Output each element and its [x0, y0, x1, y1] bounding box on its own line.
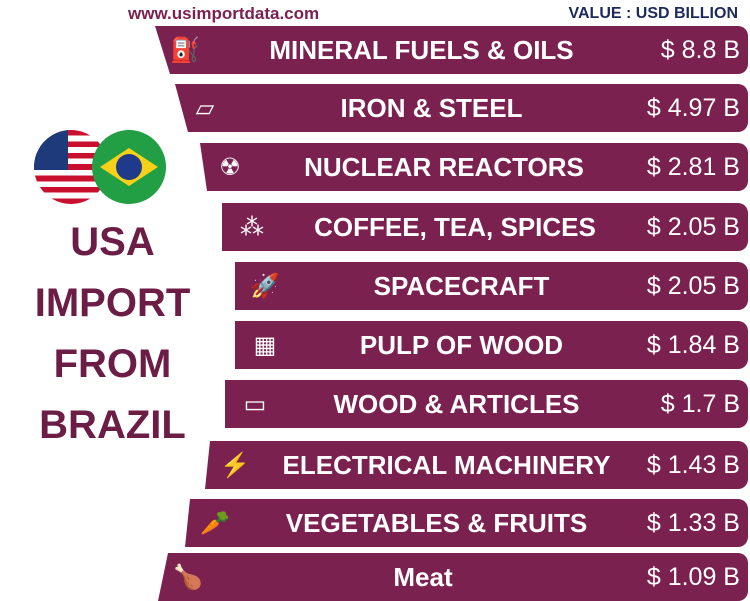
- bar-label: MINERAL FUELS & OILS: [269, 34, 574, 65]
- bar-label: SPACECRAFT: [373, 270, 550, 301]
- bar-label: VEGETABLES & FRUITS: [285, 507, 588, 538]
- bar-value: $ 1.33 B: [646, 508, 740, 537]
- website-url: www.usimportdata.com: [128, 4, 320, 23]
- bar-row: ▭ WOOD & ARTICLES $ 1.7 B: [225, 380, 748, 428]
- bar-row: ⚡ ELECTRICAL MACHINERY $ 1.43 B: [205, 441, 748, 489]
- bar-label: ELECTRICAL MACHINERY: [282, 449, 611, 480]
- fuel-pump-icon: ⛽: [170, 36, 200, 64]
- bar-row: ⛽ MINERAL FUELS & OILS $ 8.8 B: [155, 26, 748, 74]
- infographic-title: USA IMPORT FROM BRAZIL: [10, 212, 215, 456]
- bar-label: IRON & STEEL: [340, 92, 523, 123]
- bar-value: $ 1.7 B: [660, 389, 740, 418]
- bar-row: ▦ PULP OF WOOD $ 1.84 B: [235, 321, 748, 369]
- lightning-icon: ⚡: [220, 451, 250, 479]
- bar-value: $ 8.8 B: [660, 35, 740, 64]
- bar-label: PULP OF WOOD: [359, 329, 564, 360]
- log-icon: ▭: [243, 390, 267, 418]
- bar-label: COFFEE, TEA, SPICES: [314, 211, 596, 242]
- bar-value: $ 1.43 B: [646, 450, 740, 479]
- bar-value: $ 1.09 B: [646, 562, 740, 591]
- bar-value: $ 2.05 B: [646, 212, 740, 241]
- wood-pulp-icon: ▦: [253, 331, 277, 359]
- space-shuttle-icon: 🚀: [250, 272, 280, 300]
- bar-label: WOOD & ARTICLES: [333, 388, 580, 419]
- vegetables-icon: 🥕: [200, 509, 230, 537]
- bar-label: NUCLEAR REACTORS: [304, 151, 584, 182]
- bar-row: 🍗 Meat $ 1.09 B: [158, 553, 748, 601]
- bar-row: ☢ NUCLEAR REACTORS $ 2.81 B: [200, 143, 748, 191]
- brazil-flag: [92, 130, 166, 204]
- bar-row: 🚀 SPACECRAFT $ 2.05 B: [235, 262, 748, 310]
- unit-label: VALUE : USD BILLION: [568, 5, 738, 22]
- title-line: BRAZIL: [39, 403, 186, 447]
- radiation-icon: ☢: [219, 153, 241, 181]
- title-line: USA: [70, 220, 155, 264]
- bar-value: $ 2.05 B: [646, 271, 740, 300]
- bar-row: ⁂ COFFEE, TEA, SPICES $ 2.05 B: [222, 203, 748, 251]
- bar-row: 🥕 VEGETABLES & FRUITS $ 1.33 B: [185, 499, 748, 547]
- bar-value: $ 2.81 B: [646, 152, 740, 181]
- title-line: IMPORT: [34, 281, 191, 325]
- bar-label: Meat: [393, 561, 453, 592]
- bar-value: $ 4.97 B: [646, 93, 740, 122]
- bar-value: $ 1.84 B: [646, 330, 740, 359]
- coffee-beans-icon: ⁂: [240, 213, 264, 241]
- bar-row: ▱ IRON & STEEL $ 4.97 B: [175, 84, 748, 132]
- meat-icon: 🍗: [173, 563, 203, 591]
- title-line: FROM: [53, 342, 172, 386]
- steel-beams-icon: ▱: [195, 94, 215, 122]
